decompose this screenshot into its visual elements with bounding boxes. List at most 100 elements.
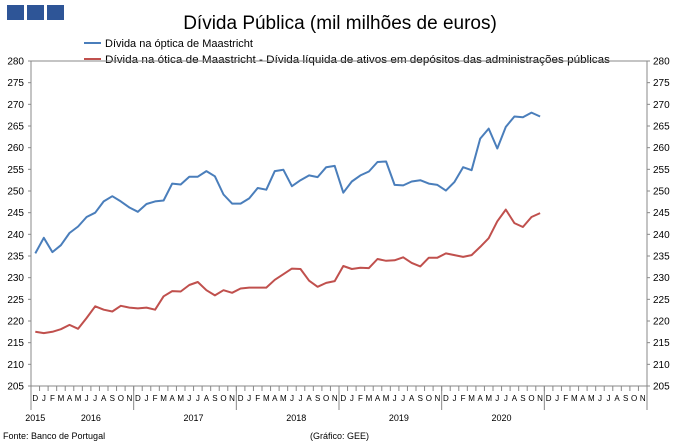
x-tick-label-month: J (504, 394, 508, 403)
graphic-credit: (Gráfico: GEE) (310, 431, 370, 441)
y-tick-label-right: 245 (653, 208, 670, 219)
x-tick-label-month: O (426, 394, 432, 403)
x-tick-label-month: J (299, 394, 303, 403)
x-tick-label-year: 2015 (25, 413, 45, 423)
x-tick-label-month: M (280, 394, 287, 403)
x-tick-label-month: O (528, 394, 534, 403)
x-tick-label-month: M (588, 394, 595, 403)
x-tick-label-month: N (537, 394, 543, 403)
x-tick-label-month: O (220, 394, 226, 403)
x-tick-label-month: F (461, 394, 466, 403)
chart-title: Dívida Pública (mil milhões de euros) (183, 13, 497, 34)
y-tick-label-right: 255 (653, 165, 670, 176)
series-group (34, 111, 541, 335)
x-tick-label-month: A (101, 394, 107, 403)
logo (7, 5, 64, 20)
y-tick-label-left: 210 (7, 360, 24, 371)
y-tick-label-right: 250 (653, 187, 670, 198)
x-tick-label-month: J (350, 394, 354, 403)
y-tick-label-left: 270 (7, 100, 24, 111)
x-tick-label-month: M (383, 394, 390, 403)
y-tick-label-right: 275 (653, 78, 670, 89)
x-tick-label-month: A (580, 394, 586, 403)
x-tick-label-month: S (212, 394, 217, 403)
y-tick-label-right: 215 (653, 338, 670, 349)
y-tick-label-left: 215 (7, 338, 24, 349)
x-tick-label-month: A (169, 394, 175, 403)
x-tick-label-month: N (332, 394, 338, 403)
x-tick-label-month: A (512, 394, 518, 403)
legend-label-series-2: Dívida na ótica de Maastricht - Dívida l… (105, 54, 611, 66)
x-tick-label-month: J (555, 394, 559, 403)
x-tick-label-month: F (563, 394, 568, 403)
x-tick-label-month: F (153, 394, 158, 403)
x-tick-label-month: S (623, 394, 628, 403)
series-line-1 (34, 111, 541, 254)
x-tick-label-month: J (196, 394, 200, 403)
x-tick-label-month: A (477, 394, 483, 403)
y-tick-label-left: 255 (7, 165, 24, 176)
x-tick-label-month: J (495, 394, 499, 403)
x-tick-label-month: F (255, 394, 260, 403)
y-tick-label-left: 205 (7, 382, 24, 393)
x-tick-label-month: J (145, 394, 149, 403)
y-tick-label-right: 230 (653, 273, 670, 284)
legend-label-series-1: Dívida na óptica de Maastricht (105, 38, 253, 50)
x-tick-label-year: 2017 (184, 413, 204, 423)
x-tick-label-month: D (443, 394, 449, 403)
x-tick-label-month: J (598, 394, 602, 403)
y-tick-label-left: 230 (7, 273, 24, 284)
y-tick-label-left: 265 (7, 122, 24, 133)
x-tick-label-month: A (272, 394, 278, 403)
x-tick-label-month: O (323, 394, 329, 403)
x-tick-label-month: J (393, 394, 397, 403)
y-tick-label-right: 225 (653, 295, 670, 306)
y-axis-right: 205 210 215 220 225 230 235 240 245 250 255 260 265 2… (647, 57, 670, 393)
y-tick-label-right: 220 (653, 317, 670, 328)
y-tick-label-left: 240 (7, 230, 24, 241)
y-axis-left: 205 210 215 220 225 230 235 240 245 250 255 260 265 2… (7, 57, 31, 393)
x-tick-label-month: D (32, 394, 38, 403)
x-tick-label-month: J (42, 394, 46, 403)
x-tick-label-month: A (409, 394, 415, 403)
x-tick-label-month: A (67, 394, 73, 403)
x-tick-label-month: A (204, 394, 210, 403)
x-tick-label-month: A (306, 394, 312, 403)
y-tick-label-left: 245 (7, 208, 24, 219)
x-tick-label-month: M (58, 394, 65, 403)
x-tick-label-month: O (631, 394, 637, 403)
x-tick-label-month: O (118, 394, 124, 403)
y-tick-label-right: 265 (653, 122, 670, 133)
x-tick-label-month: J (453, 394, 457, 403)
y-tick-label-left: 225 (7, 295, 24, 306)
x-tick-label-month: A (614, 394, 620, 403)
x-tick-label-month: A (375, 394, 381, 403)
x-tick-label-month: J (187, 394, 191, 403)
x-tick-label-month: J (93, 394, 97, 403)
x-tick-label-month: S (520, 394, 525, 403)
y-tick-label-left: 220 (7, 317, 24, 328)
x-tick-label-year: 2020 (492, 413, 512, 423)
x-tick-label-month: N (640, 394, 646, 403)
x-tick-label-month: M (263, 394, 270, 403)
x-tick-label-month: J (401, 394, 405, 403)
x-tick-label-month: F (358, 394, 363, 403)
x-tick-label-month: D (546, 394, 552, 403)
y-tick-label-left: 260 (7, 143, 24, 154)
plot-frame (30, 60, 648, 387)
y-tick-label-left: 280 (7, 57, 24, 68)
logo-block-1 (7, 5, 24, 20)
x-tick-label-month: J (607, 394, 611, 403)
x-tick-label-month: S (110, 394, 115, 403)
x-tick-label-month: M (485, 394, 492, 403)
x-tick-label-month: J (247, 394, 251, 403)
logo-block-2 (27, 5, 44, 20)
x-tick-label-year: 2016 (81, 413, 101, 423)
x-tick-label-month: S (418, 394, 423, 403)
x-tick-label-month: N (126, 394, 132, 403)
y-tick-label-right: 205 (653, 382, 670, 393)
logo-block-3 (47, 5, 64, 20)
legend: Dívida na óptica de Maastricht Dívida na… (84, 38, 611, 66)
x-tick-label-month: M (468, 394, 475, 403)
